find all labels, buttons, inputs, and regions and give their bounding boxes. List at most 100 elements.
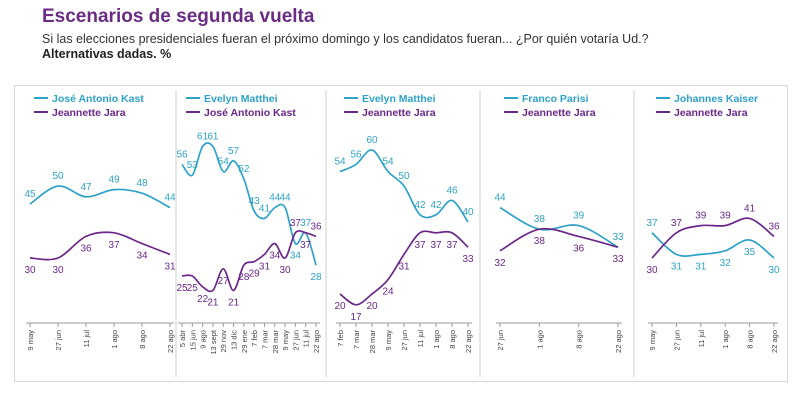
- data-label: 37: [671, 218, 683, 229]
- data-label: 21: [207, 297, 219, 308]
- data-label: 44: [164, 193, 176, 204]
- series-line: [499, 206, 619, 248]
- x-tick-label: 27 jun: [496, 330, 505, 350]
- data-label: 30: [280, 265, 292, 276]
- data-label: 28: [238, 272, 250, 283]
- x-tick-label: 22 ago: [770, 330, 779, 353]
- data-label: 61: [197, 131, 209, 142]
- x-tick-label: 8 ago: [448, 330, 457, 349]
- x-tick-label: 11 jul: [697, 330, 706, 348]
- data-label: 20: [366, 301, 378, 312]
- x-tick-label: 9 may: [648, 330, 657, 351]
- data-label: 34: [136, 251, 148, 262]
- data-label: 57: [228, 146, 240, 157]
- chart-note: Alternativas dadas. %: [42, 47, 172, 61]
- panel-3: Evelyn Matthei Jeannette Jara 7 feb 7 mar 28…: [334, 93, 474, 353]
- x-tick-label: 11 jul: [416, 330, 425, 348]
- data-label: 32: [720, 258, 732, 269]
- data-label: 31: [259, 261, 271, 272]
- x-tick-label: 29 nov: [219, 330, 228, 353]
- x-tick-label: 27 jun: [672, 330, 681, 350]
- data-label: 38: [534, 236, 546, 247]
- legend-label: José Antonio Kast: [52, 93, 144, 105]
- data-label: 24: [382, 287, 394, 298]
- series-line: [181, 229, 317, 293]
- x-tick-label: 5 abr: [178, 330, 187, 348]
- legend-label: Evelyn Matthei: [362, 93, 436, 105]
- data-label: 31: [695, 261, 707, 272]
- data-label: 31: [671, 261, 683, 272]
- x-tick-label: 1 ago: [110, 330, 119, 349]
- x-tick-label: 1 ago: [721, 330, 730, 349]
- series-line: [181, 142, 317, 266]
- x-tick-label: 9 may: [26, 330, 35, 351]
- panel-5: Johannes Kaiser Jeannette Jara 9 may 27 jun…: [646, 93, 780, 353]
- data-label: 37: [290, 218, 302, 229]
- data-label: 42: [430, 200, 442, 211]
- data-label: 22: [197, 294, 209, 305]
- data-label: 33: [612, 232, 624, 243]
- x-tick-label: 22 ago: [464, 330, 473, 353]
- legend-label: Jeannette Jara: [52, 107, 126, 119]
- x-tick-label: 15 jun: [188, 330, 197, 350]
- legend-label: Jeannette Jara: [674, 107, 748, 119]
- x-tick-label: 29 ene: [240, 330, 249, 353]
- panel-2: Evelyn Matthei José Antonio Kast 5 abr 15 j…: [176, 93, 322, 355]
- x-tick-label: 9 ago: [199, 330, 208, 349]
- x-tick-label: 27 jun: [291, 330, 300, 350]
- data-label: 56: [176, 149, 188, 160]
- x-tick-label: 7 feb: [250, 330, 259, 347]
- data-label: 30: [52, 265, 64, 276]
- x-tick-label: 1 ago: [432, 330, 441, 349]
- legend-label: Jeannette Jara: [362, 107, 436, 119]
- data-label: 52: [238, 164, 250, 175]
- x-tick-label: 8 ago: [746, 330, 755, 349]
- data-label: 56: [350, 149, 362, 160]
- data-label: 32: [494, 258, 506, 269]
- data-label: 44: [280, 193, 292, 204]
- data-label: 50: [398, 171, 410, 182]
- legend-label: Franco Parisi: [522, 93, 589, 105]
- data-label: 37: [446, 240, 458, 251]
- chart-frame: [14, 85, 788, 382]
- x-tick-label: 22 ago: [312, 330, 321, 353]
- data-label: 30: [646, 265, 658, 276]
- data-label: 60: [366, 135, 378, 146]
- data-label: 46: [446, 185, 458, 196]
- x-tick-label: 8 ago: [575, 330, 584, 349]
- x-tick-label: 27 jun: [400, 330, 409, 350]
- series-line: [651, 232, 775, 259]
- data-label: 40: [462, 207, 474, 218]
- x-tick-label: 11 jul: [82, 330, 91, 348]
- data-label: 37: [414, 240, 426, 251]
- data-label: 48: [136, 178, 148, 189]
- data-label: 21: [228, 297, 240, 308]
- data-label: 50: [52, 171, 64, 182]
- x-tick-label: 13 sept: [209, 329, 218, 355]
- data-label: 39: [720, 211, 732, 222]
- data-label: 36: [573, 243, 585, 254]
- data-label: 54: [334, 157, 346, 168]
- data-label: 31: [398, 261, 410, 272]
- x-tick-label: 7 mar: [352, 329, 361, 349]
- x-tick-label: 1 ago: [535, 330, 544, 349]
- data-label: 20: [334, 301, 346, 312]
- x-tick-label: 7 mar: [260, 329, 269, 349]
- x-tick-label: 28 mar: [368, 329, 377, 353]
- data-label: 30: [768, 265, 780, 276]
- legend-label: Johannes Kaiser: [674, 93, 758, 105]
- data-label: 44: [269, 193, 281, 204]
- data-label: 37: [430, 240, 442, 251]
- data-label: 43: [249, 196, 261, 207]
- data-label: 33: [462, 254, 474, 265]
- data-label: 41: [259, 203, 271, 214]
- data-label: 37: [300, 218, 312, 229]
- series-line: [29, 231, 171, 261]
- data-label: 35: [744, 247, 756, 258]
- data-label: 54: [218, 157, 230, 168]
- data-label: 36: [768, 221, 780, 232]
- chart-subtitle: Si las elecciones presidenciales fueran …: [42, 32, 649, 46]
- data-label: 37: [300, 240, 312, 251]
- legend-label: José Antonio Kast: [204, 107, 296, 119]
